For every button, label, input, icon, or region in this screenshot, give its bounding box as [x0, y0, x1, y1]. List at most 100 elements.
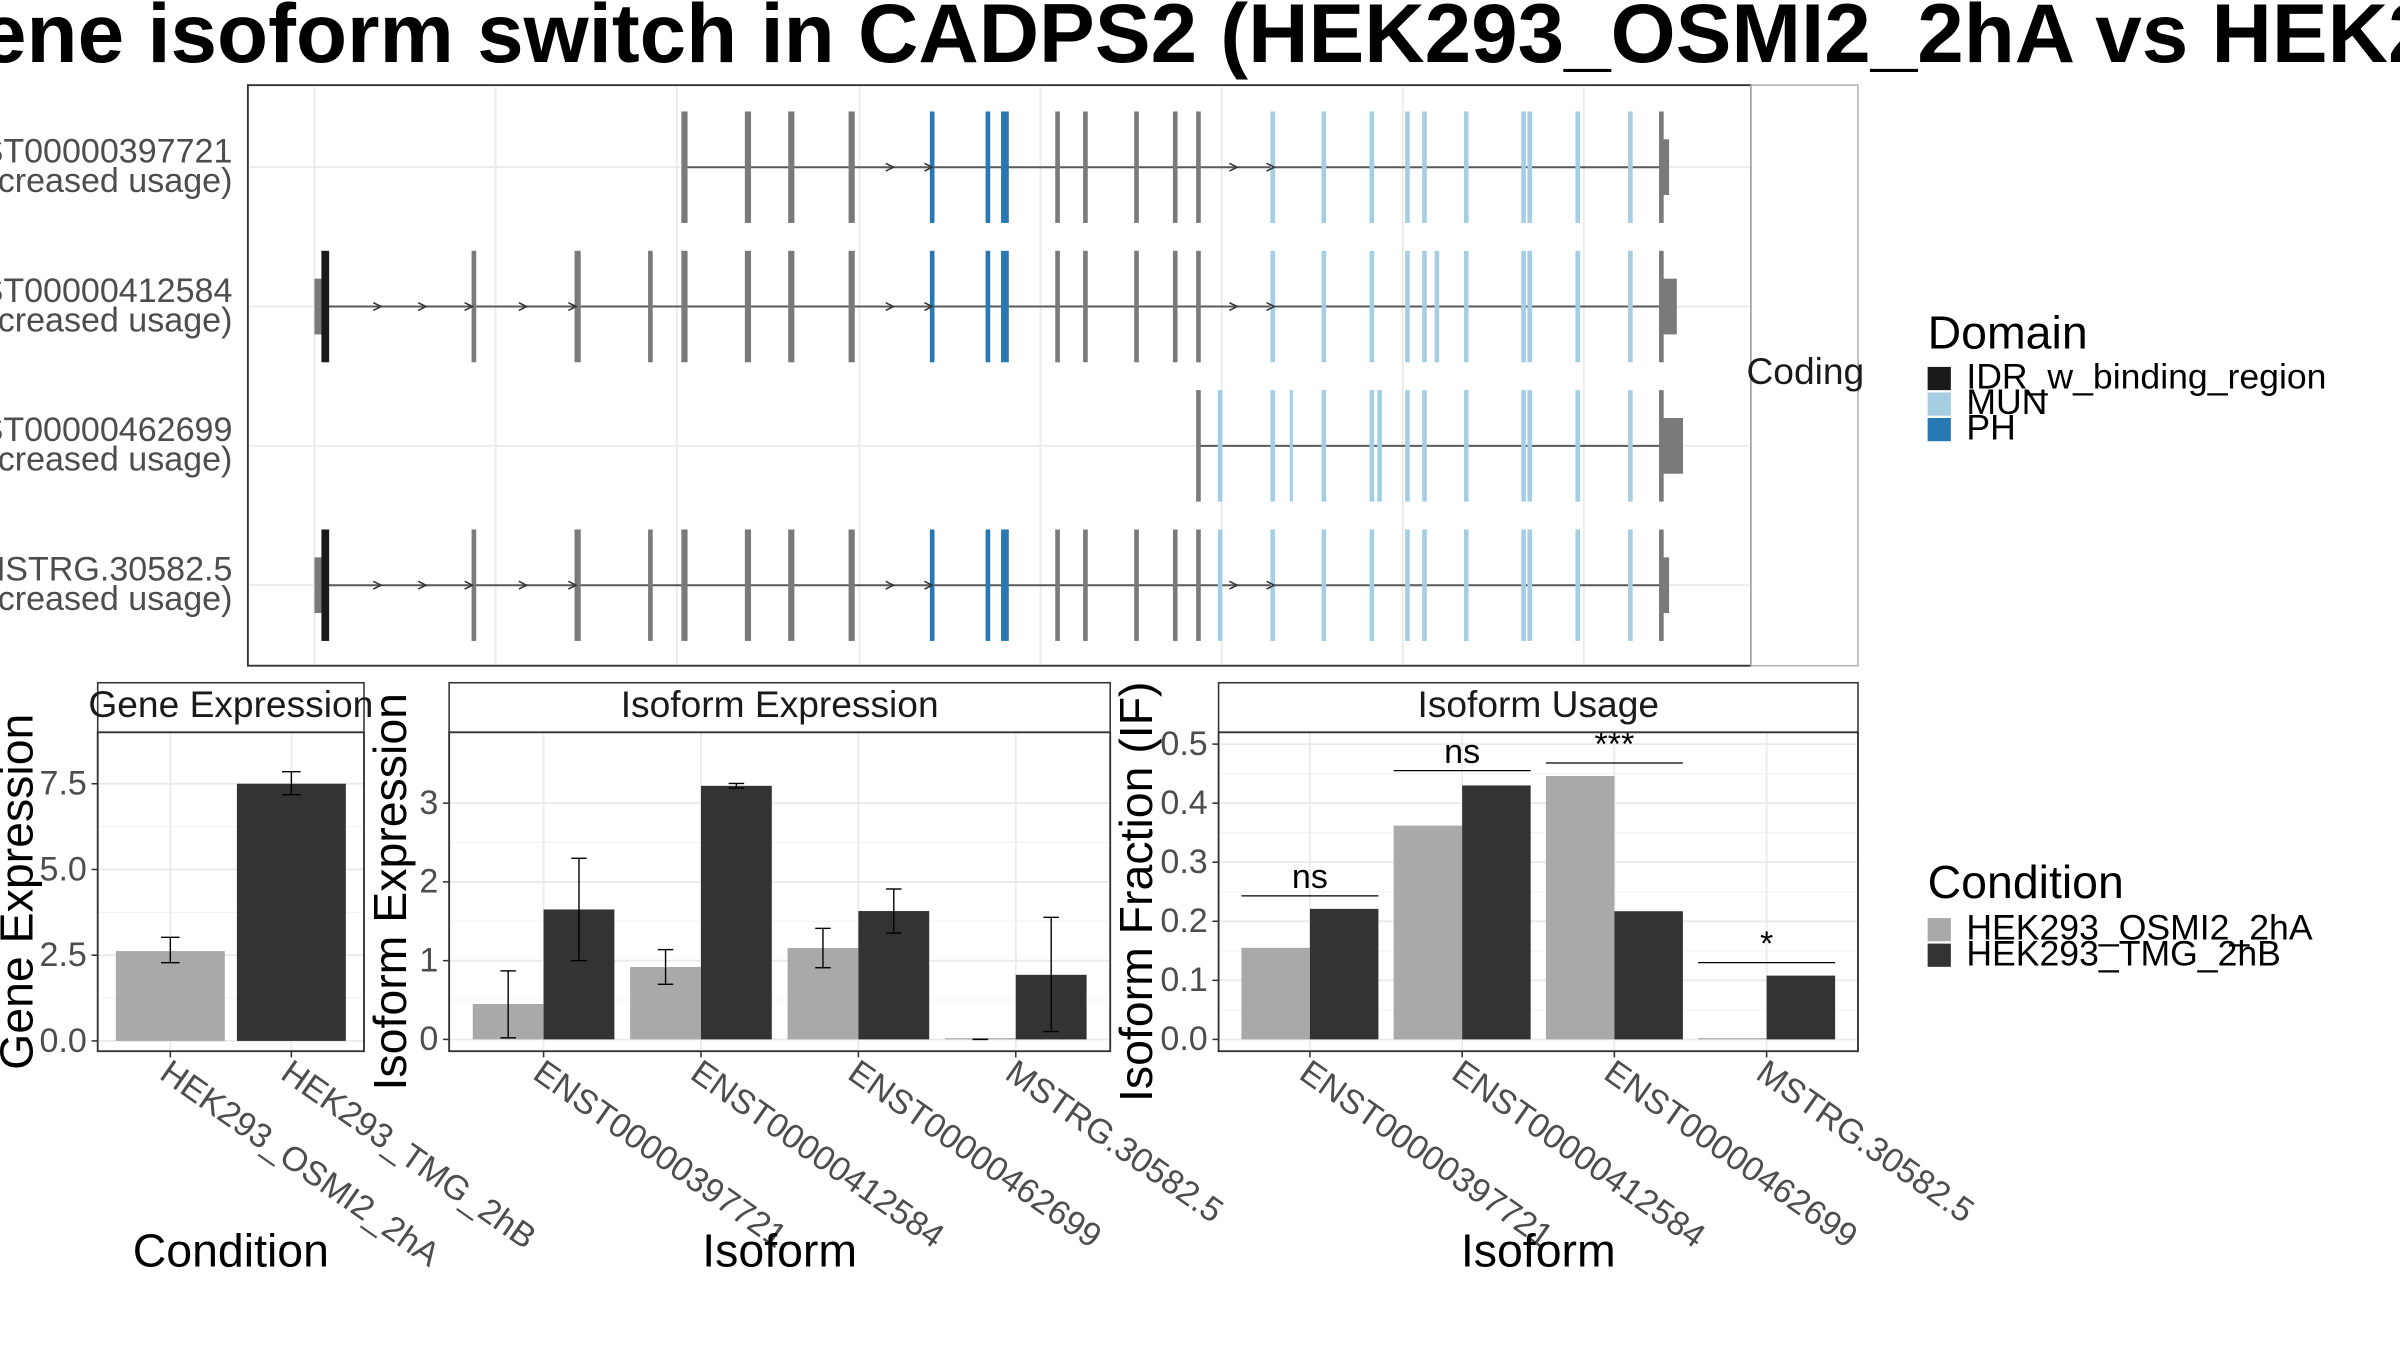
exon-exon — [1196, 529, 1201, 641]
strand-arrow — [417, 301, 428, 312]
bar — [1766, 975, 1836, 1040]
exon-exon — [848, 529, 855, 641]
exon-MUN — [1463, 390, 1469, 502]
y-axis-title: Isoform Fraction (IF) — [1110, 681, 1162, 1102]
domain-legend-label: IDR_w_binding_region — [1966, 357, 2326, 397]
transcript-usage: (Increased usage) — [0, 301, 232, 339]
significance-label: * — [1760, 925, 1773, 963]
exon-PH — [985, 529, 991, 641]
exon-exon — [744, 250, 752, 363]
utr-5prime — [314, 278, 324, 335]
bar — [1614, 911, 1683, 1040]
exon-MUN — [1628, 529, 1633, 641]
exon-exon — [744, 529, 752, 641]
y-tick-label: 0.0 — [40, 1022, 87, 1060]
domain-legend-key — [1927, 392, 1951, 416]
utr-5prime — [314, 557, 324, 614]
exon-exon — [648, 529, 653, 641]
strand-arrow — [1266, 580, 1277, 590]
gene-expression-panel: Gene Expression0.02.55.07.5HEK293_OSMI2_… — [0, 681, 543, 1276]
significance-label: ns — [1444, 733, 1480, 771]
exon-MUN — [1321, 529, 1327, 641]
exon-MUN — [1377, 390, 1382, 502]
exon-MUN — [1405, 529, 1410, 641]
exon-exon — [848, 250, 855, 363]
transcript-usage: (Increased usage) — [0, 580, 232, 618]
exon-exon — [1134, 250, 1139, 363]
panel-border — [1217, 731, 1859, 1053]
exon-exon — [1659, 111, 1664, 223]
y-axis-title: Gene Expression — [0, 714, 43, 1070]
transcript-row: MSTRG.30582.5(Increased usage) — [0, 529, 1750, 641]
strand-arrow — [518, 301, 529, 312]
exon-PH — [1001, 529, 1009, 641]
x-axis-title: Isoform — [702, 1224, 857, 1276]
exon-exon — [1196, 390, 1201, 502]
panel-border — [448, 731, 1112, 1053]
exon-exon — [1172, 250, 1178, 363]
strand-arrow — [924, 580, 934, 590]
condition-legend-label: HEK293_OSMI2_2hA — [1966, 908, 2313, 948]
exon-exon — [1083, 529, 1088, 641]
exon-MUN — [1369, 390, 1375, 502]
y-tick-label: 0.4 — [1160, 784, 1207, 822]
exon-exon — [681, 111, 688, 223]
exon-MUN — [1527, 250, 1533, 363]
exon-MUN — [1575, 529, 1581, 641]
exon-MUN — [1422, 250, 1427, 363]
exon-exon — [744, 111, 752, 223]
exon-MUN — [1463, 250, 1469, 363]
y-tick-label: 0.2 — [1160, 902, 1207, 940]
utr-3prime — [1661, 557, 1670, 614]
exon-exon — [848, 111, 855, 223]
transcript-usage: (Decreased usage) — [0, 441, 232, 479]
strand-arrow — [885, 162, 896, 172]
y-tick-label: 1 — [419, 941, 438, 979]
exon-exon — [1659, 529, 1664, 641]
domain-legend-label: PH — [1966, 408, 2015, 448]
strand-arrow — [924, 162, 934, 172]
exon-PH — [1001, 250, 1009, 363]
exon-MUN — [1575, 111, 1581, 223]
exon-exon — [1134, 529, 1139, 641]
exon-exon — [1055, 529, 1060, 641]
exon-MUN — [1270, 390, 1276, 502]
utr-3prime — [1661, 278, 1677, 335]
bar — [1241, 947, 1310, 1040]
exon-exon — [1659, 250, 1664, 363]
panel-strip-label: Isoform Usage — [1418, 683, 1660, 725]
significance-label: *** — [1595, 725, 1635, 763]
y-axis-title: Isoform Expression — [364, 693, 416, 1090]
y-tick-label: 0 — [419, 1020, 438, 1058]
significance-label: ns — [1292, 858, 1328, 896]
coding-strip-label: Coding — [1746, 350, 1864, 392]
strand-arrow — [372, 301, 383, 312]
strand-arrow — [372, 580, 383, 590]
utr-3prime — [1661, 139, 1670, 196]
exon-MUN — [1527, 390, 1533, 502]
transcript-name: ENST00000397721 — [0, 133, 232, 171]
exon-exon — [648, 250, 653, 363]
exon-MUN — [1422, 529, 1427, 641]
panel-strip — [1217, 681, 1859, 734]
exon-exon — [788, 111, 795, 223]
exon-MUN — [1527, 111, 1533, 223]
bar — [1462, 785, 1531, 1040]
transcript-name: ENST00000462699 — [0, 411, 232, 449]
chart-title: Gene isoform switch in CADPS2 (HEK293_OS… — [0, 0, 2400, 80]
bar — [115, 951, 225, 1041]
exon-IDR_w_binding_region — [321, 250, 330, 363]
exon-exon — [1055, 111, 1060, 223]
exon-exon — [1172, 529, 1178, 641]
exon-exon — [1659, 390, 1664, 502]
strand-arrow — [1266, 301, 1277, 312]
exon-exon — [1196, 250, 1201, 363]
y-tick-label: 3 — [419, 784, 438, 822]
exon-MUN — [1217, 390, 1223, 502]
transcript-row: ENST00000412584(Increased usage) — [0, 250, 1750, 363]
transcript-structure-panel: ENST00000397721(Increased usage)ENST0000… — [0, 84, 1864, 667]
domain-legend-label: MUN — [1966, 382, 2047, 422]
transcript-panel-border — [246, 84, 1753, 667]
